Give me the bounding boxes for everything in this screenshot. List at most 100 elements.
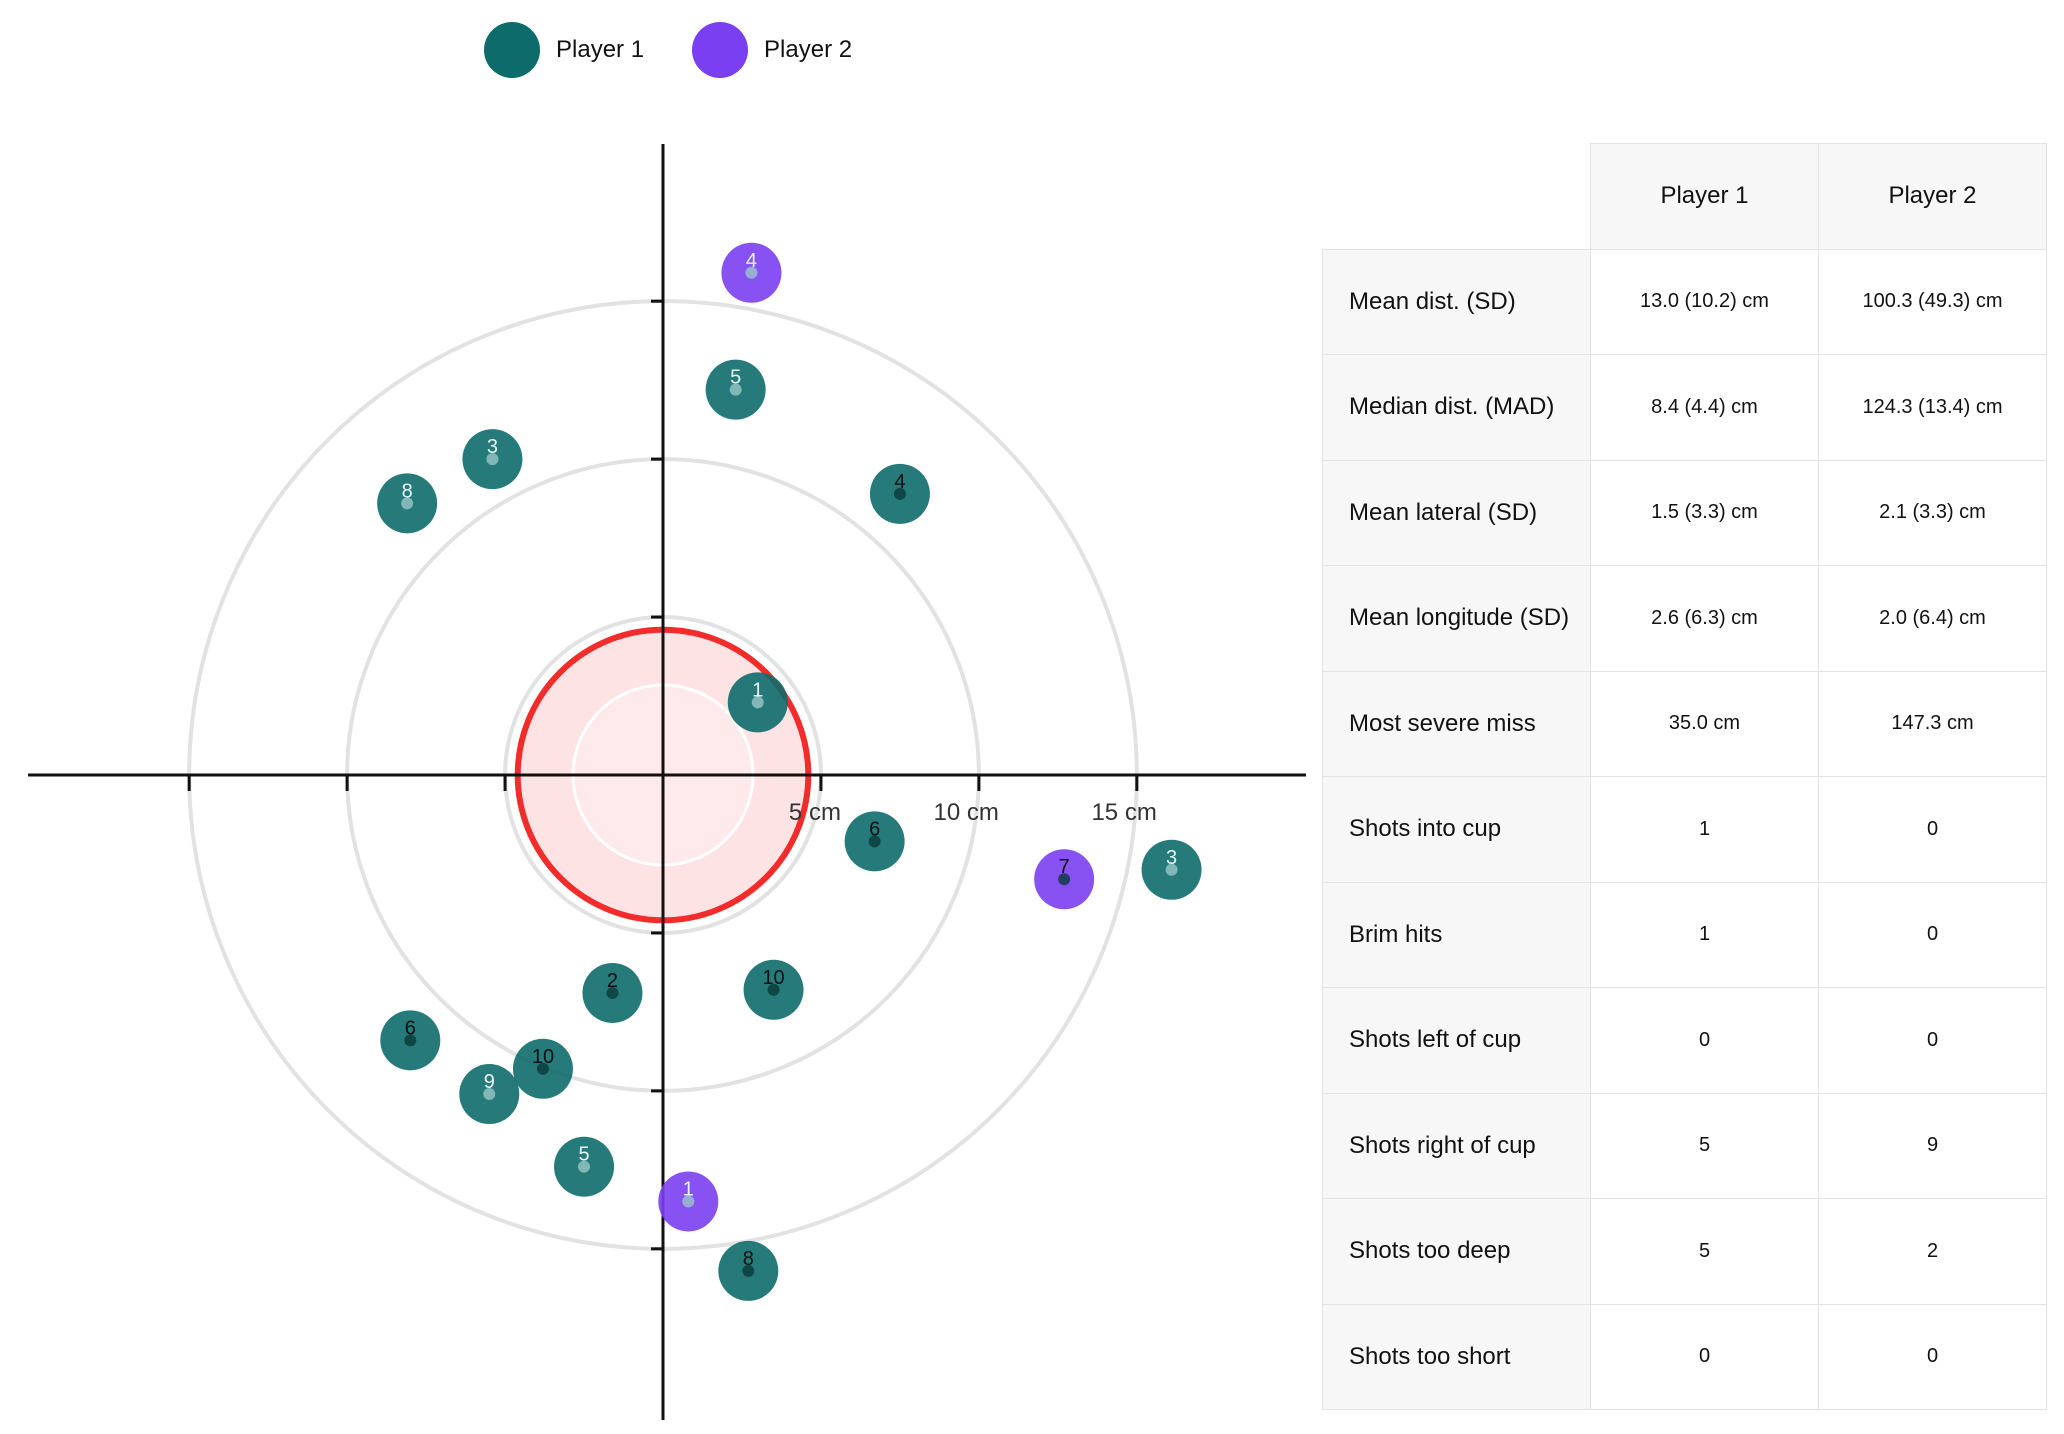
table-row: Brim hits 1 0 bbox=[1322, 881, 2047, 988]
table-cell-player-2: 0 bbox=[1818, 1303, 2047, 1410]
shot-center-dot-s2-2 bbox=[1058, 873, 1071, 886]
row-label-text: Shots into cup bbox=[1349, 815, 1502, 843]
shot-center-dot-s1-2 bbox=[606, 986, 619, 999]
row-label-text: Mean longitude (SD) bbox=[1349, 604, 1570, 632]
table-row: Shots left of cup 0 0 bbox=[1322, 987, 2047, 1094]
shot-label-s1-3: 3 bbox=[487, 436, 498, 458]
row-label-text: Shots left of cup bbox=[1349, 1026, 1522, 1054]
shot-label-s1-14: 8 bbox=[743, 1248, 754, 1270]
table-cell-player-2: 0 bbox=[1818, 776, 2047, 883]
legend-item-player-2[interactable]: Player 2 bbox=[692, 22, 852, 78]
table-row: Shots right of cup 5 9 bbox=[1322, 1092, 2047, 1199]
shot-label-s2-1: 4 bbox=[746, 250, 757, 272]
table-row-label: Mean lateral (SD) bbox=[1322, 459, 1591, 566]
table-row-label: Shots into cup bbox=[1322, 776, 1591, 883]
table-cell-player-1: 1 bbox=[1590, 881, 1819, 988]
shot-label-s1-9: 3 bbox=[1166, 847, 1177, 869]
table-corner bbox=[1322, 143, 1591, 249]
shot-center-dot-s1-7 bbox=[401, 497, 414, 510]
shot-label-s1-8: 10 bbox=[762, 967, 784, 989]
shot-label-s1-12: 10 bbox=[532, 1046, 554, 1068]
shot-center-dot-s2-3 bbox=[682, 1195, 695, 1208]
shot-label-s1-11: 9 bbox=[484, 1071, 495, 1093]
row-label-text: Median dist. (MAD) bbox=[1349, 393, 1555, 421]
row-label-text: Mean dist. (SD) bbox=[1349, 287, 1516, 315]
shot-center-dot-s1-3 bbox=[486, 453, 499, 466]
shot-label-s1-2: 2 bbox=[607, 970, 618, 992]
shot-label-s1-7: 8 bbox=[402, 480, 413, 502]
table-cell-player-2: 0 bbox=[1818, 987, 2047, 1094]
row-label-text: Most severe miss bbox=[1349, 709, 1536, 737]
shot-label-s1-4: 4 bbox=[894, 471, 905, 493]
table-row: Mean lateral (SD) 1.5 (3.3) cm 2.1 (3.3) c… bbox=[1322, 459, 2047, 566]
table-row-label: Shots left of cup bbox=[1322, 987, 1591, 1094]
table-cell-player-1: 5 bbox=[1590, 1092, 1819, 1199]
legend-label-player-2: Player 2 bbox=[764, 36, 853, 63]
shot-center-dot-s1-11 bbox=[483, 1088, 496, 1101]
table-cell-player-2: 2.0 (6.4) cm bbox=[1818, 565, 2047, 672]
table-cell-player-2: 2.1 (3.3) cm bbox=[1818, 459, 2047, 566]
table-cell-player-1: 0 bbox=[1590, 987, 1819, 1094]
shot-center-dot-s1-5 bbox=[729, 383, 742, 396]
table-header-player-2: Player 2 bbox=[1818, 143, 2047, 250]
table-cell-player-2: 2 bbox=[1818, 1198, 2047, 1305]
table-row-label: Mean longitude (SD) bbox=[1322, 565, 1591, 672]
table-row: Shots into cup 1 0 bbox=[1322, 776, 2047, 883]
shot-label-s1-5: 5 bbox=[730, 367, 741, 389]
shot-center-dot-s1-12 bbox=[536, 1062, 549, 1075]
table-row: Shots too short 0 0 bbox=[1322, 1303, 2047, 1410]
legend-label-player-1: Player 1 bbox=[556, 36, 645, 63]
table-row-label: Median dist. (MAD) bbox=[1322, 354, 1591, 461]
legend-item-player-1[interactable]: Player 1 bbox=[484, 22, 644, 78]
legend-swatch-player-1 bbox=[484, 22, 540, 78]
table-row: Most severe miss 35.0 cm 147.3 cm bbox=[1322, 670, 2047, 777]
table-row-label: Shots too short bbox=[1322, 1303, 1591, 1410]
shot-center-dot-s1-14 bbox=[742, 1264, 755, 1277]
shot-center-dot-s1-1 bbox=[751, 696, 764, 709]
row-label-text: Shots right of cup bbox=[1349, 1131, 1536, 1159]
table-cell-player-1: 1 bbox=[1590, 776, 1819, 883]
shot-center-dot-s1-6 bbox=[868, 835, 881, 848]
table-cell-player-1: 5 bbox=[1590, 1198, 1819, 1305]
legend-swatch-player-2 bbox=[692, 22, 749, 78]
table-row: Mean dist. (SD) 13.0 (10.2) cm 100.3 (49.3… bbox=[1322, 248, 2047, 355]
table-cell-player-2: 100.3 (49.3) cm bbox=[1818, 248, 2047, 355]
table-cell-player-1: 0 bbox=[1590, 1303, 1819, 1410]
table-cell-player-1: 35.0 cm bbox=[1590, 670, 1819, 777]
shot-center-dot-s2-1 bbox=[745, 266, 758, 279]
shot-label-s1-13: 5 bbox=[578, 1144, 589, 1166]
table-row-label: Shots right of cup bbox=[1322, 1092, 1591, 1199]
x-tick-label-2: 10 cm bbox=[934, 799, 999, 826]
shot-center-dot-s1-8 bbox=[767, 983, 780, 996]
table-header-player-1: Player 1 bbox=[1590, 143, 1819, 250]
row-label-text: Mean lateral (SD) bbox=[1349, 498, 1538, 526]
row-label-text: Brim hits bbox=[1349, 920, 1443, 948]
shot-label-s2-2: 7 bbox=[1059, 856, 1070, 878]
shot-center-dot-s1-13 bbox=[578, 1160, 591, 1173]
table-cell-player-1: 2.6 (6.3) cm bbox=[1590, 565, 1819, 672]
table-cell-player-1: 8.4 (4.4) cm bbox=[1590, 354, 1819, 461]
table-row-label: Most severe miss bbox=[1322, 670, 1591, 777]
shot-scatter-chart: 5 cm 10 cm 15 cm 1 2 3 4 5 6 8 10 3 6 9 10 5 8 4 7 1 bbox=[28, 144, 1306, 1420]
shot-label-s2-3: 1 bbox=[683, 1178, 694, 1200]
stats-table: Player 1 Player 2 Mean dist. (SD) 13.0 (1… bbox=[1322, 143, 2047, 1410]
table-cell-player-1: 13.0 (10.2) cm bbox=[1590, 248, 1819, 355]
shot-center-dot-s1-10 bbox=[404, 1034, 417, 1047]
table-row-label: Brim hits bbox=[1322, 881, 1591, 988]
x-tick-label-1: 5 cm bbox=[789, 799, 841, 826]
table-row: Median dist. (MAD) 8.4 (4.4) cm 124.3 (13.… bbox=[1322, 354, 2047, 461]
shot-center-dot-s1-9 bbox=[1165, 863, 1178, 876]
table-row: Shots too deep 5 2 bbox=[1322, 1198, 2047, 1305]
table-cell-player-2: 9 bbox=[1818, 1092, 2047, 1199]
legend: Player 1 Player 2 bbox=[484, 22, 900, 78]
table-row-label: Mean dist. (SD) bbox=[1322, 248, 1591, 355]
table-row-label: Shots too deep bbox=[1322, 1198, 1591, 1305]
table-cell-player-2: 0 bbox=[1818, 881, 2047, 988]
table-row: Mean longitude (SD) 2.6 (6.3) cm 2.0 (6.4)… bbox=[1322, 565, 2047, 672]
shot-label-s1-6: 6 bbox=[869, 818, 880, 840]
table-cell-player-2: 147.3 cm bbox=[1818, 670, 2047, 777]
shot-label-s1-1: 1 bbox=[752, 679, 763, 701]
x-tick-label-3: 15 cm bbox=[1091, 799, 1156, 826]
stats-table-body: Mean dist. (SD) 13.0 (10.2) cm 100.3 (49.3… bbox=[1322, 248, 2047, 1410]
table-cell-player-2: 124.3 (13.4) cm bbox=[1818, 354, 2047, 461]
